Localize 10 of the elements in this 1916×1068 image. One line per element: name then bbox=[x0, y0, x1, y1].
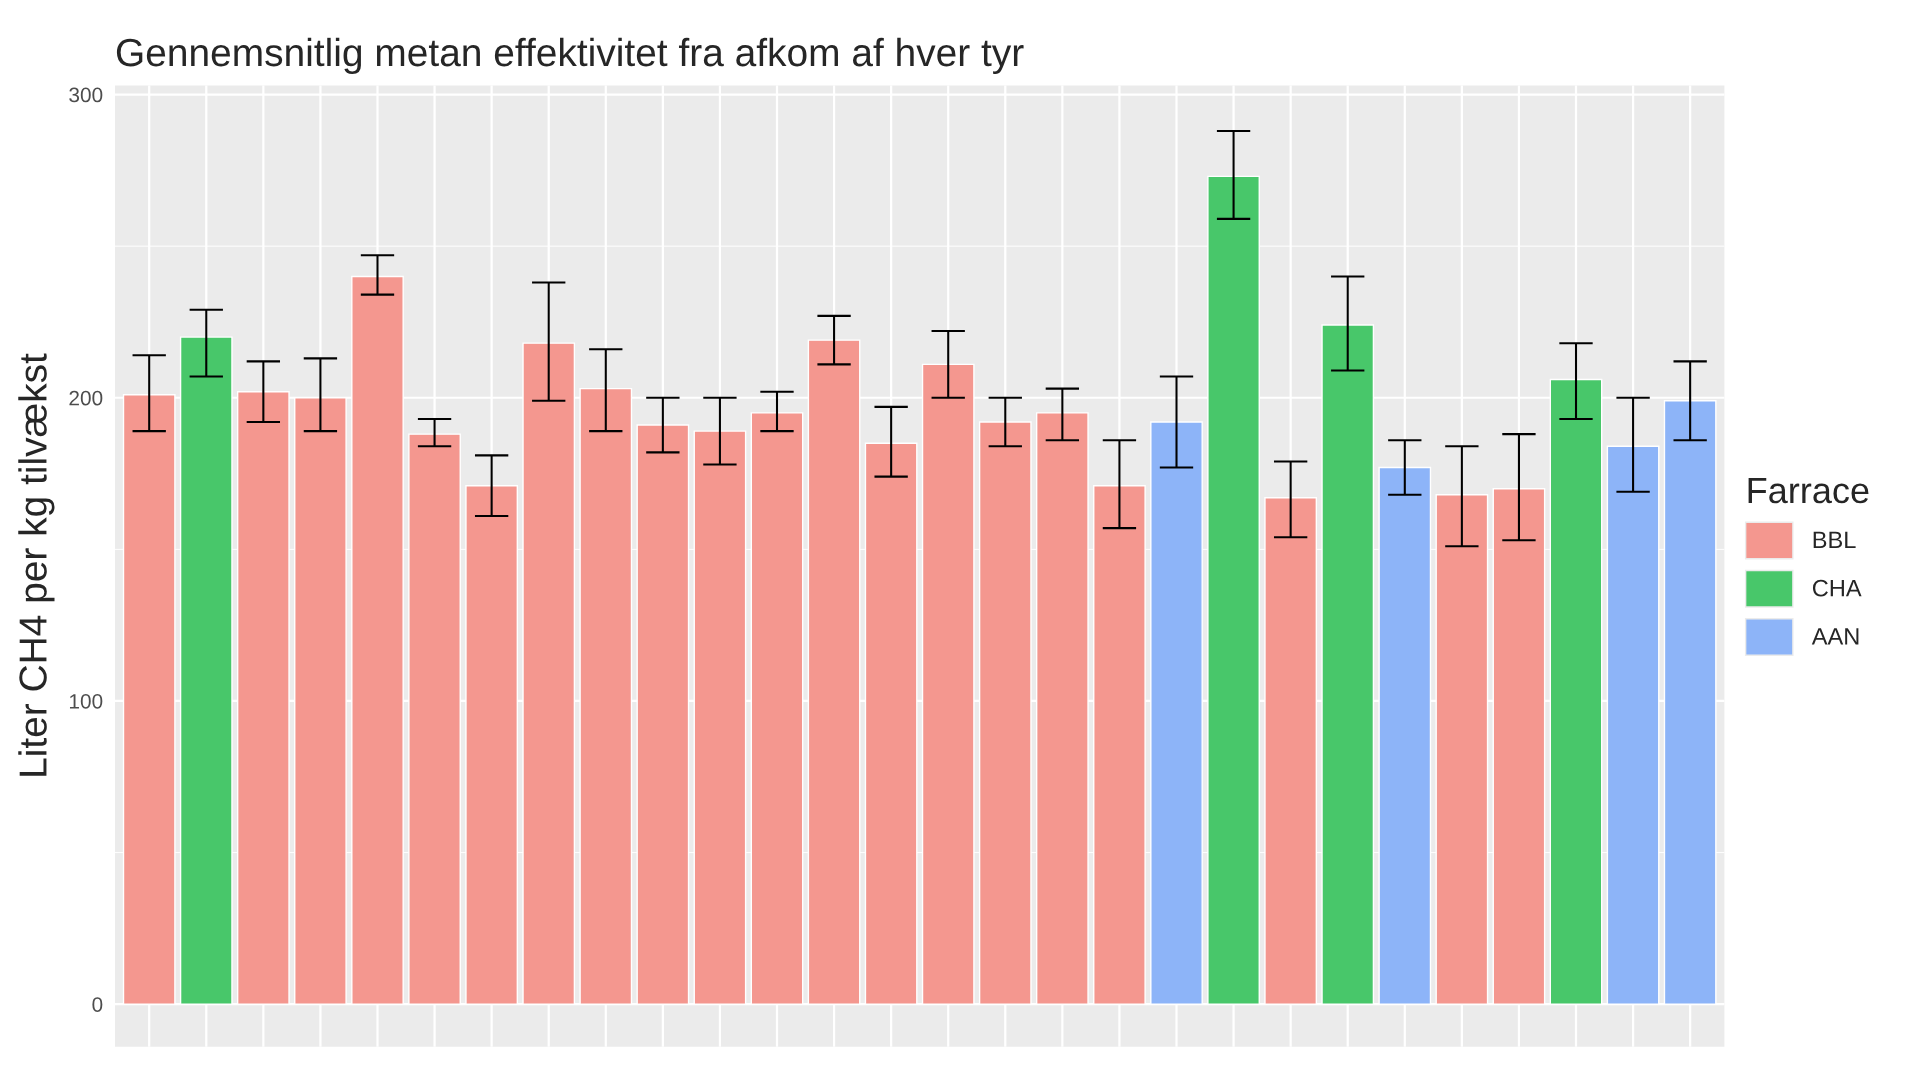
legend-title: Farrace bbox=[1748, 478, 1869, 504]
y-tick-label: 0 bbox=[92, 997, 103, 1012]
y-tick-label: 100 bbox=[69, 693, 103, 709]
legend-label: CHA bbox=[1812, 579, 1862, 597]
y-tick-label: 200 bbox=[69, 390, 103, 406]
y-tick-label: 300 bbox=[69, 87, 103, 103]
chart-title: Gennemsnitlig metan effektivitet fra afkom af hver tyr bbox=[116, 37, 1024, 75]
legend-label: AAN bbox=[1811, 628, 1859, 645]
legend-label: BBL bbox=[1813, 531, 1856, 548]
y-axis-title: Liter CH4 per kg tilvækst bbox=[18, 353, 55, 776]
